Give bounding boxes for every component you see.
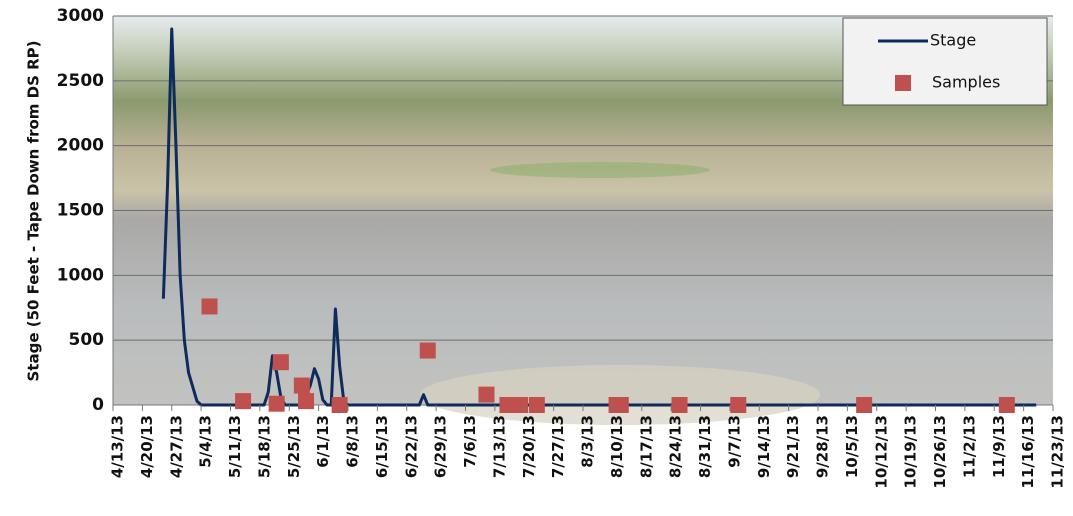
x-tick-label: 8/17/13	[637, 415, 655, 478]
legend-label: Stage	[930, 31, 976, 50]
sample-point	[499, 397, 516, 413]
x-tick-label: 7/27/13	[549, 415, 567, 478]
y-tick-label: 2000	[57, 136, 104, 156]
x-tick-label: 5/4/13	[197, 415, 215, 468]
sample-point	[201, 298, 218, 315]
sample-point	[419, 342, 436, 359]
x-tick-label: 5/18/13	[255, 415, 273, 478]
x-tick-label: 7/13/13	[490, 415, 508, 478]
x-tick-label: 4/13/13	[109, 415, 127, 478]
legend-box	[842, 17, 1048, 106]
y-tick-label: 1000	[57, 265, 104, 285]
x-tick-label: 9/28/13	[814, 415, 832, 478]
y-tick-label: 500	[69, 330, 105, 350]
y-tick-label: 0	[92, 395, 104, 415]
sample-point	[856, 397, 873, 413]
y-tick-label: 2500	[57, 71, 104, 91]
x-tick-label: 9/21/13	[784, 415, 802, 478]
sample-point	[998, 397, 1015, 413]
x-tick-label: 6/8/13	[344, 415, 362, 468]
x-tick-label: 6/29/13	[432, 415, 450, 478]
y-tick-label: 3000	[57, 6, 104, 26]
sample-point	[671, 397, 688, 413]
x-tick-label: 8/31/13	[696, 415, 714, 478]
x-tick-label: 7/20/13	[520, 415, 538, 478]
x-tick-label: 10/19/13	[902, 415, 920, 489]
legend-swatch	[895, 75, 911, 91]
x-tick-label: 7/6/13	[461, 415, 479, 468]
x-tick-label: 4/27/13	[167, 415, 185, 478]
sample-point	[293, 377, 310, 394]
x-tick-label: 11/9/13	[990, 415, 1008, 478]
x-tick-label: 5/25/13	[285, 415, 303, 478]
sample-point	[272, 354, 289, 371]
sample-point	[298, 393, 315, 410]
sample-point	[612, 397, 629, 413]
sample-point	[331, 397, 348, 413]
x-tick-label: 8/3/13	[579, 415, 597, 468]
x-tick-label: 8/10/13	[608, 415, 626, 478]
legend-label: Samples	[932, 73, 1000, 92]
x-tick-label: 10/5/13	[843, 415, 861, 478]
sample-point	[512, 397, 529, 413]
sample-point	[730, 397, 747, 413]
x-tick-label: 6/15/13	[373, 415, 391, 478]
sample-point	[478, 386, 495, 403]
x-tick-label: 8/24/13	[667, 415, 685, 478]
x-tick-label: 11/23/13	[1049, 415, 1067, 489]
sample-point	[268, 395, 285, 412]
y-tick-label: 1500	[57, 201, 104, 221]
x-tick-label: 10/26/13	[931, 415, 949, 489]
x-tick-label: 11/2/13	[960, 415, 978, 478]
x-tick-label: 6/1/13	[314, 415, 332, 468]
x-tick-label: 9/14/13	[755, 415, 773, 478]
background-shape	[490, 162, 710, 178]
sample-point	[528, 397, 545, 413]
x-tick-label: 4/20/13	[138, 415, 156, 478]
x-tick-label: 9/7/13	[725, 415, 743, 468]
x-tick-label: 6/22/13	[402, 415, 420, 478]
x-tick-label: 5/11/13	[226, 415, 244, 478]
legend: Stage Samples	[842, 17, 1048, 106]
y-axis-label: Stage (50 Feet - Tape Down from DS RP)	[25, 40, 43, 381]
x-tick-label: 11/16/13	[1019, 415, 1037, 489]
x-tick-label: 10/12/13	[872, 415, 890, 489]
sample-point	[235, 393, 252, 410]
